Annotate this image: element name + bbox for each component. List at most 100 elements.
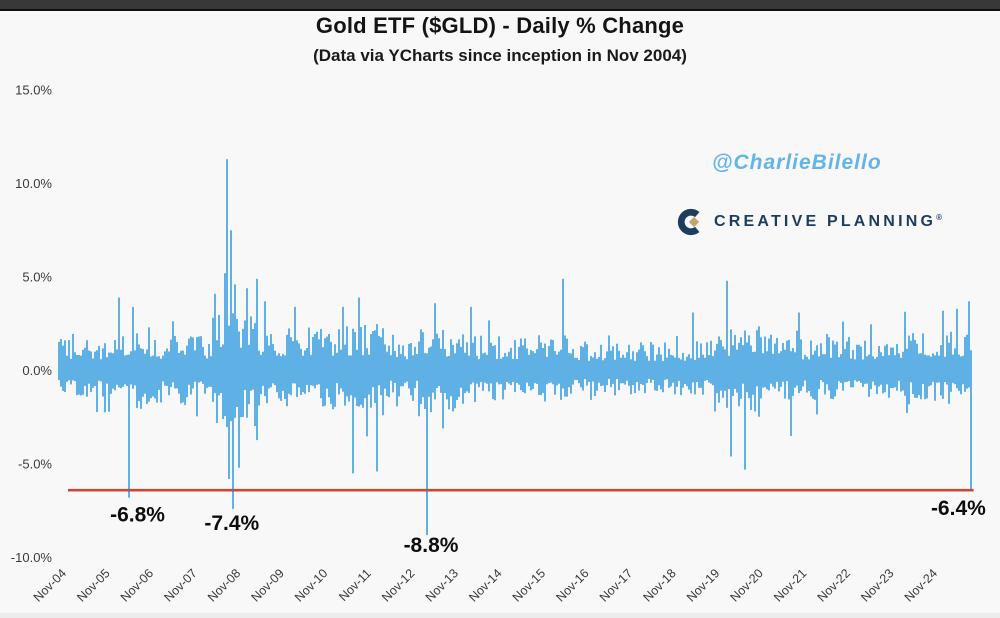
bar	[492, 345, 494, 400]
bar	[338, 329, 340, 395]
bar	[86, 340, 88, 397]
bar	[840, 354, 842, 383]
bar	[398, 344, 400, 397]
bar	[654, 360, 656, 391]
bar	[740, 337, 742, 399]
brand-name-text: CREATIVE PLANNING®	[714, 213, 943, 230]
bar	[836, 341, 838, 390]
annotation-label-0: -6.8%	[110, 504, 165, 527]
bar	[192, 337, 194, 389]
bar	[570, 353, 572, 394]
bar	[378, 335, 380, 386]
x-tick-label: Nov-11	[336, 566, 374, 604]
bar	[462, 334, 464, 404]
bar	[362, 355, 364, 408]
bar	[568, 353, 570, 388]
bar	[446, 356, 448, 400]
bar	[734, 334, 736, 389]
bar	[580, 345, 582, 388]
bar	[846, 341, 848, 382]
bar	[184, 354, 186, 406]
bar	[902, 351, 904, 391]
bar	[110, 352, 112, 394]
bar	[786, 340, 788, 382]
bar	[234, 284, 236, 418]
bar	[600, 344, 602, 387]
bar	[122, 336, 124, 387]
bar	[546, 356, 548, 385]
bar	[346, 326, 348, 397]
bar	[922, 333, 924, 385]
annotation-label-3: -6.4%	[931, 497, 986, 520]
bar	[394, 351, 396, 384]
bar	[416, 354, 418, 381]
bar	[132, 306, 134, 389]
bar	[340, 349, 342, 389]
x-tick-label: Nov-14	[466, 566, 504, 604]
annotations: -6.8% -7.4% -8.8% -6.4%	[110, 497, 986, 557]
bar	[584, 341, 586, 380]
bar	[514, 340, 516, 392]
x-tick-label: Nov-13	[423, 566, 461, 604]
bar	[102, 348, 104, 397]
bar	[768, 338, 770, 391]
bar	[92, 358, 94, 388]
bar	[196, 337, 198, 417]
x-tick-label: Nov-23	[858, 566, 896, 604]
bar	[352, 328, 354, 474]
bar	[316, 331, 318, 385]
bar	[200, 336, 202, 382]
bar	[194, 350, 196, 382]
x-tick-label: Nov-09	[248, 566, 286, 604]
bar	[392, 334, 394, 393]
bar	[100, 359, 102, 382]
bar	[326, 336, 328, 389]
x-tick-label: Nov-18	[640, 566, 678, 604]
bar	[790, 351, 792, 436]
bar	[328, 334, 330, 398]
bar	[706, 342, 708, 380]
bar	[290, 337, 292, 396]
bar	[382, 328, 384, 416]
bar	[60, 339, 62, 387]
bar	[428, 347, 430, 397]
bar	[264, 301, 266, 397]
bar	[540, 342, 542, 396]
bar	[684, 360, 686, 384]
bar	[814, 350, 816, 400]
bar	[276, 355, 278, 393]
bar	[642, 345, 644, 386]
bar	[882, 356, 884, 394]
bar	[670, 354, 672, 387]
bar	[350, 355, 352, 396]
bar	[936, 351, 938, 383]
bar	[250, 316, 252, 391]
bar	[162, 355, 164, 382]
bar	[842, 321, 844, 391]
bar	[772, 353, 774, 387]
bar	[466, 342, 468, 392]
bar	[258, 350, 260, 406]
bar	[620, 357, 622, 384]
bar	[942, 310, 944, 399]
bar	[716, 343, 718, 394]
bar	[710, 340, 712, 384]
bar	[426, 353, 428, 536]
bar	[206, 358, 208, 388]
x-axis: Nov-04 Nov-05 Nov-06 Nov-07 Nov-08 Nov-09 Nov-…	[31, 566, 940, 604]
bar	[180, 350, 182, 404]
bar	[366, 348, 368, 437]
bar	[310, 354, 312, 386]
bar	[68, 340, 70, 381]
bar	[216, 340, 218, 424]
bar	[662, 360, 664, 393]
bar	[260, 354, 262, 395]
bar	[544, 343, 546, 402]
bar	[464, 352, 466, 394]
bar	[518, 346, 520, 385]
x-tick-label: Nov-16	[553, 566, 591, 604]
bar	[96, 350, 98, 413]
x-tick-label: Nov-24	[902, 566, 940, 604]
x-tick-label: Nov-21	[771, 566, 809, 604]
bar	[780, 351, 782, 387]
